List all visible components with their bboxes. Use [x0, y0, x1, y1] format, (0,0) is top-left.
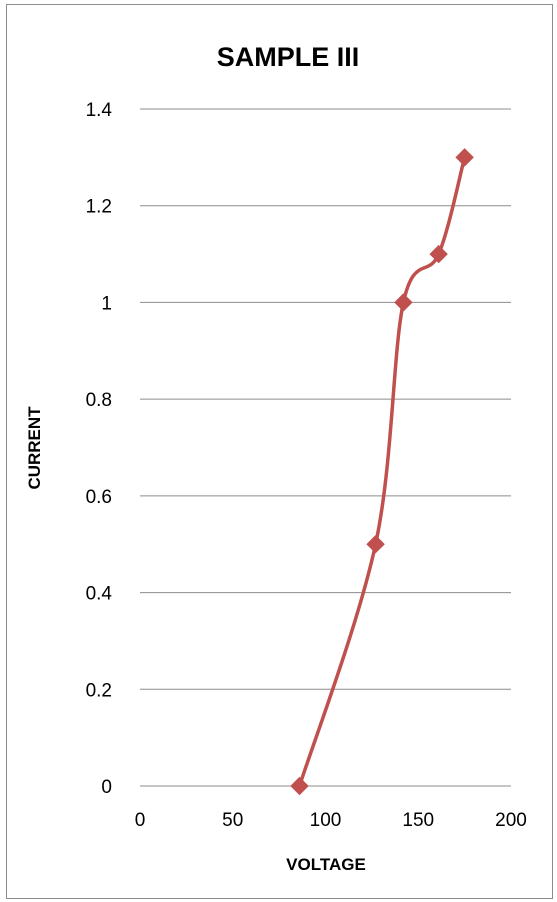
- data-point-marker: [455, 148, 474, 167]
- y-tick-label: 1.4: [86, 100, 113, 121]
- y-tick-label: 1: [101, 293, 112, 314]
- x-axis-title: VOLTAGE: [286, 855, 366, 874]
- y-tick-label: 0.8: [86, 390, 112, 411]
- x-axis-ticks: 0 50 100 150 200: [135, 810, 527, 831]
- y-tick-label: 0.4: [86, 584, 113, 605]
- y-axis-ticks: 0 0.2 0.4 0.6 0.8 1 1.2 1.4: [86, 100, 113, 798]
- gridlines: [140, 108, 511, 787]
- series-layer: [290, 148, 474, 796]
- data-point-marker: [366, 535, 385, 554]
- series-line: [297, 155, 467, 788]
- y-tick-label: 1.2: [86, 197, 112, 218]
- x-tick-label: 200: [495, 810, 527, 831]
- x-tick-label: 100: [310, 810, 342, 831]
- y-tick-label: 0.2: [86, 680, 112, 701]
- x-tick-label: 0: [135, 810, 146, 831]
- chart-title: SAMPLE III: [217, 42, 360, 72]
- x-tick-label: 50: [222, 810, 243, 831]
- data-point-marker: [290, 776, 309, 796]
- data-point-marker: [394, 293, 413, 312]
- y-tick-label: 0: [101, 777, 112, 798]
- y-axis-title: CURRENT: [25, 406, 44, 490]
- x-tick-label: 150: [402, 810, 434, 831]
- data-point-marker: [429, 244, 448, 264]
- y-tick-label: 0.6: [86, 487, 112, 508]
